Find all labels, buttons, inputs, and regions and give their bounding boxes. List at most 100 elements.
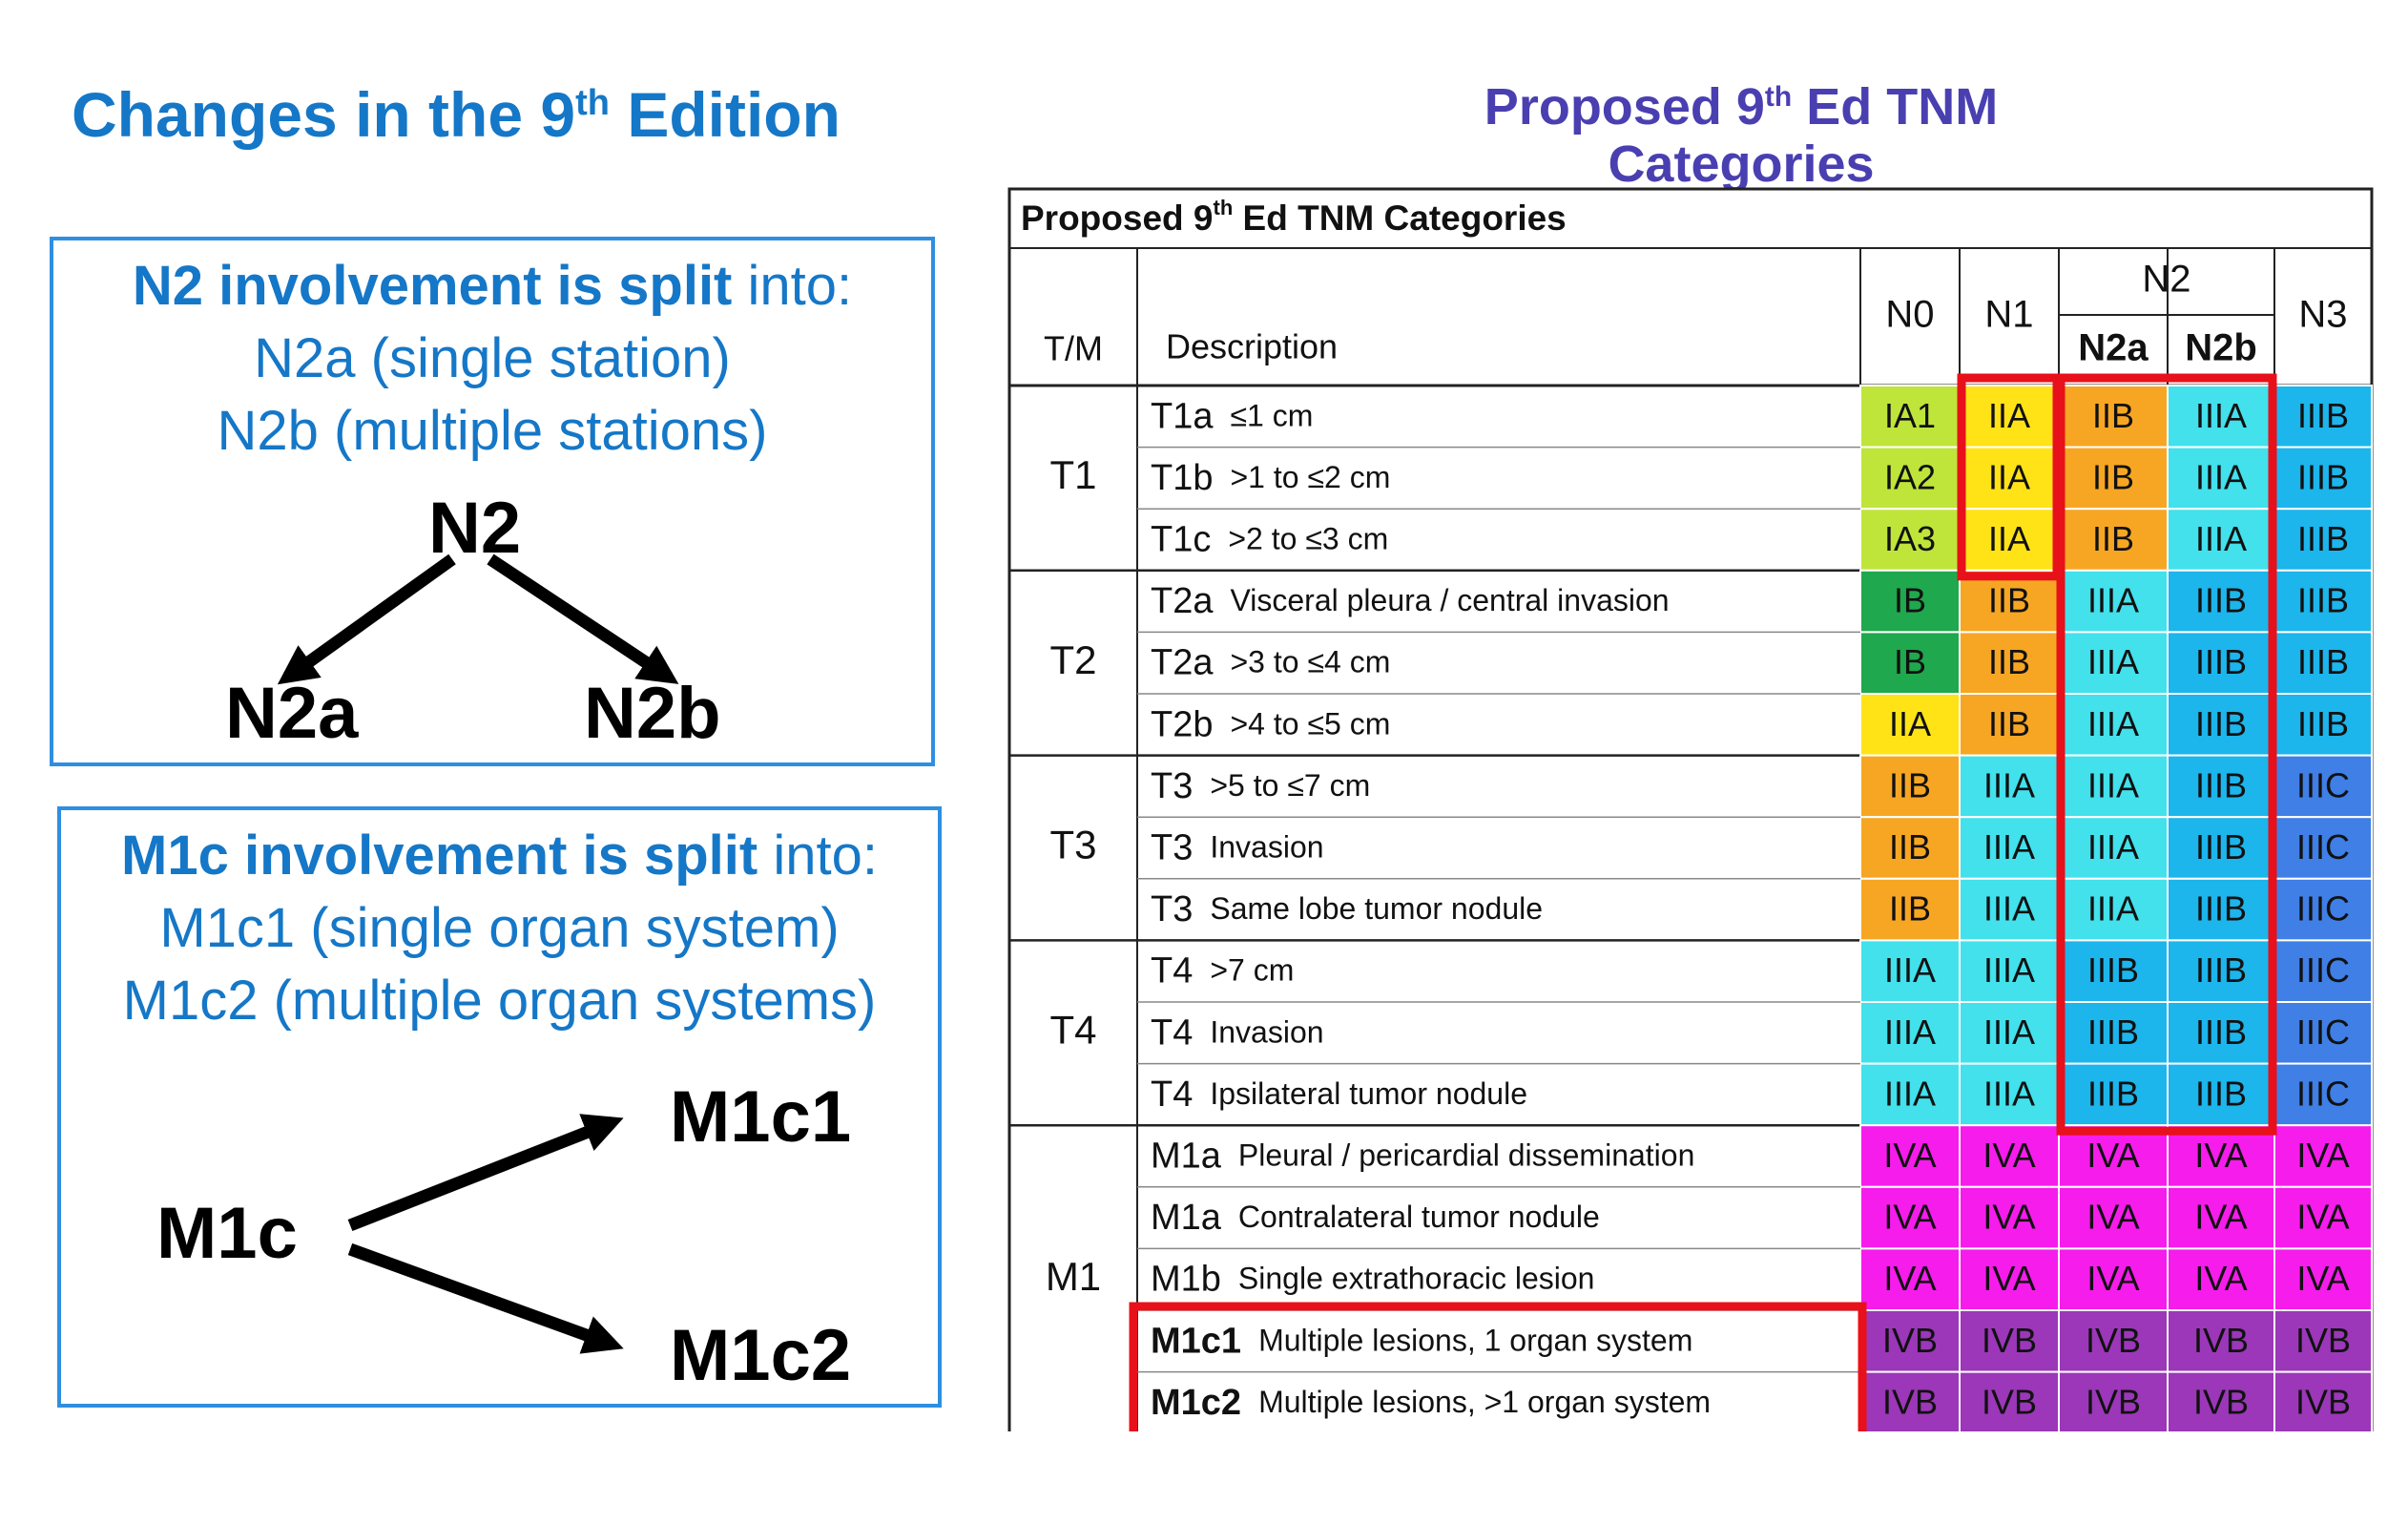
group-label-m1: M1 xyxy=(1046,1254,1101,1299)
stage-cell-label: IVB xyxy=(1982,1382,2037,1421)
m1c1-arrow xyxy=(347,1114,624,1232)
row-description: T2a Visceral pleura / central invasion xyxy=(1151,581,1670,621)
row-description: T4 Invasion xyxy=(1151,1013,1324,1053)
stage-cell-label: IIIB xyxy=(2297,519,2349,558)
stage-cell xyxy=(2273,1370,2373,1431)
header-n2b: N2b xyxy=(2185,327,2257,369)
stage-cell-label: IIIA xyxy=(2087,704,2139,743)
stage-cell-label: IVA xyxy=(1883,1136,1936,1175)
m1c-panel-line2: M1c1 (single organ system) xyxy=(159,897,840,959)
stage-cell-label: IIIB xyxy=(2195,581,2247,620)
stage-cell xyxy=(2167,1185,2275,1250)
stage-cell xyxy=(1959,754,2060,819)
stage-cell-label: IIIA xyxy=(2087,765,2139,804)
stage-cell-label: IIB xyxy=(1988,704,2030,743)
n2-split-arrows xyxy=(277,553,679,685)
stage-cell-label: IVB xyxy=(1882,1382,1938,1421)
header-n2a: N2a xyxy=(2078,327,2149,369)
stage-cell xyxy=(1859,1124,1961,1188)
stage-cell-label: IIIA xyxy=(1884,1013,1936,1052)
stage-cell xyxy=(2273,446,2373,511)
group-label-t3: T3 xyxy=(1049,823,1096,867)
m1c-panel: M1c involvement is split into: M1c1 (sin… xyxy=(57,806,942,1408)
stage-cell-label: IVB xyxy=(2193,1321,2249,1360)
stage-cell xyxy=(1959,1185,2060,1250)
stage-cell-label: IVB xyxy=(2295,1382,2351,1421)
stage-cell xyxy=(2167,1370,2275,1431)
stage-cell-label: IIIB xyxy=(2297,581,2349,620)
tnm-table: Proposed 9th Ed TNM Categories T/M Descrip… xyxy=(1007,187,2374,1431)
stage-cell-label: IIIA xyxy=(2087,581,2139,620)
stage-cell-label: IIIA xyxy=(1983,765,2035,804)
row-description: M1b Single extrathoracic lesion xyxy=(1151,1260,1594,1300)
stage-cell xyxy=(1859,631,1961,695)
stage-cell-label: IVB xyxy=(2086,1382,2141,1421)
stage-cell-label: IIIA xyxy=(2087,827,2139,866)
stage-cell-label: IIIB xyxy=(2195,827,2247,866)
n2-panel-line1: N2 involvement is split into: xyxy=(53,254,931,318)
stage-cell-label: IIA xyxy=(1889,704,1931,743)
n2a-arrow xyxy=(277,553,456,685)
header-n3: N3 xyxy=(2298,294,2347,336)
stage-cell-label: IB xyxy=(1894,642,1926,681)
left-title-post: Edition xyxy=(609,79,841,150)
stage-cell-label: IIIB xyxy=(2297,457,2349,496)
stage-cell xyxy=(2058,1370,2169,1431)
stage-cell xyxy=(1959,939,2060,1004)
n2-panel-line1-rest: into: xyxy=(732,255,853,317)
stage-cell xyxy=(2167,1124,2275,1188)
header-description: Description xyxy=(1166,327,1338,366)
n2-root-node: N2 xyxy=(428,488,522,569)
m1c-split-highlight xyxy=(1129,1302,1867,1431)
stage-cell-label: IIB xyxy=(1889,889,1931,929)
stage-cell-label: IA1 xyxy=(1884,396,1936,435)
row-description: T4 >7 cm xyxy=(1151,951,1294,992)
row-description: M1a Contralateral tumor nodule xyxy=(1151,1198,1600,1238)
stage-cell-label: IIIB xyxy=(2297,704,2349,743)
stage-cell-label: IIIB xyxy=(2195,642,2247,681)
stage-cell-label: IVA xyxy=(2086,1259,2139,1298)
stage-cell xyxy=(2058,1001,2169,1065)
n2-split-highlight xyxy=(2056,373,2277,1136)
stage-cell xyxy=(2058,816,2169,880)
row-description: T1c >2 to ≤3 cm xyxy=(1151,520,1388,560)
stage-cell-label: IIIC xyxy=(2296,765,2350,804)
m1c-panel-line3: M1c2 (multiple organ systems) xyxy=(122,970,877,1032)
row-description: T1a ≤1 cm xyxy=(1151,396,1313,436)
stage-cell xyxy=(2058,1309,2169,1373)
stage-cell-label: IVA xyxy=(1982,1259,2035,1298)
header-n1: N1 xyxy=(1984,294,2033,336)
row-description: M1c2 Multiple lesions, >1 organ system xyxy=(1151,1383,1711,1423)
stage-cell xyxy=(2058,877,2169,942)
stage-cell xyxy=(2273,1247,2373,1312)
stage-cell xyxy=(2273,877,2373,942)
n2-panel-line3: N2b (multiple stations) xyxy=(217,400,768,462)
stage-cell xyxy=(2058,569,2169,634)
m1c-split-arrows xyxy=(347,1114,624,1354)
right-title-line2: Categories xyxy=(1608,136,1875,193)
m1c-panel-line1: M1c involvement is split into: xyxy=(61,824,938,887)
stage-cell-label: IIB xyxy=(1988,581,2030,620)
m1c1-node: M1c1 xyxy=(670,1076,852,1158)
stage-cell-label: IIB xyxy=(1988,642,2030,681)
stage-cell-label: IVA xyxy=(2194,1136,2247,1175)
left-title: Changes in the 9th Edition xyxy=(72,78,841,151)
stage-cell xyxy=(1859,816,1961,880)
stage-cell xyxy=(2273,1124,2373,1188)
stage-cell xyxy=(1959,1370,2060,1431)
stage-cell xyxy=(1959,1309,2060,1373)
stage-cell xyxy=(2167,816,2275,880)
stage-cell xyxy=(2058,1124,2169,1188)
left-title-sup: th xyxy=(575,83,610,123)
stage-cell-label: IIIC xyxy=(2296,1074,2350,1113)
stage-cell-label: IVA xyxy=(2194,1259,2247,1298)
stage-cell-label: IIIA xyxy=(1983,950,2035,990)
stage-cell xyxy=(1959,1001,2060,1065)
stage-cell-label: IIB xyxy=(1889,765,1931,804)
stage-cell xyxy=(1859,385,1961,449)
stage-cell-label: IIIB xyxy=(2195,704,2247,743)
stage-cell-label: IIIA xyxy=(2087,642,2139,681)
table-caption: Proposed 9th Ed TNM Categories xyxy=(1021,196,1567,238)
stage-cell-label: IIIC xyxy=(2296,950,2350,990)
stage-cell xyxy=(2167,446,2275,511)
